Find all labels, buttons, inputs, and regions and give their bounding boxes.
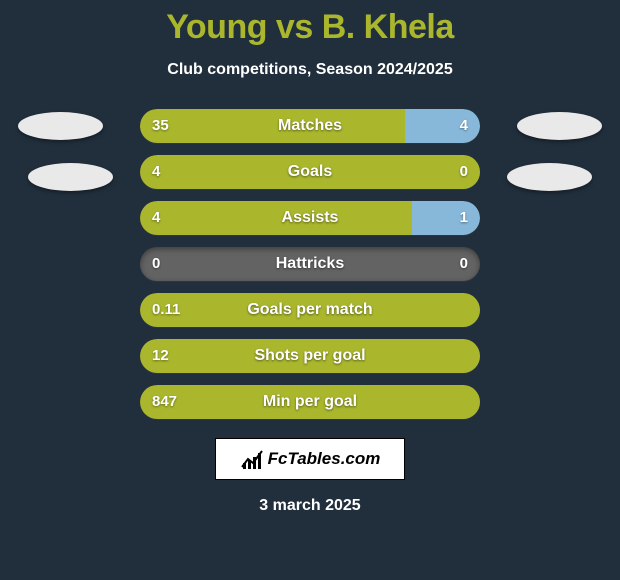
stat-row: 41Assists	[140, 201, 480, 235]
comparison-zone: 354Matches40Goals41Assists00Hattricks0.1…	[0, 109, 620, 429]
brand-badge: FcTables.com	[215, 438, 405, 480]
stat-left-segment	[140, 155, 480, 189]
player-right-avatar	[517, 112, 602, 140]
player-right-club-avatar	[507, 163, 592, 191]
stat-row: 12Shots per goal	[140, 339, 480, 373]
player-left-club-avatar	[28, 163, 113, 191]
player-left-avatar	[18, 112, 103, 140]
stat-right-value: 0	[460, 247, 468, 281]
stat-label: Hattricks	[140, 247, 480, 281]
stat-left-value: 847	[152, 385, 177, 419]
stat-left-segment	[140, 201, 412, 235]
brand-text: FcTables.com	[268, 449, 381, 469]
stat-right-segment	[405, 109, 480, 143]
stat-left-segment	[140, 339, 480, 373]
stat-right-value: 0	[460, 155, 468, 189]
stat-left-value: 0.11	[152, 293, 180, 327]
stat-left-value: 4	[152, 155, 160, 189]
stat-bars: 354Matches40Goals41Assists00Hattricks0.1…	[140, 109, 480, 431]
stat-right-value: 1	[460, 201, 468, 235]
stat-right-segment	[412, 201, 480, 235]
stat-left-value: 35	[152, 109, 169, 143]
stat-left-value: 12	[152, 339, 169, 373]
page-title: Young vs B. Khela	[0, 0, 620, 47]
stat-row: 40Goals	[140, 155, 480, 189]
stat-left-segment	[140, 109, 405, 143]
stat-right-value: 4	[460, 109, 468, 143]
stat-row: 0 0Hattricks	[140, 247, 480, 281]
stat-row: 354Matches	[140, 109, 480, 143]
brand-icon	[240, 447, 264, 471]
footer-date: 3 march 2025	[0, 497, 620, 515]
stat-left-value: 0	[152, 247, 160, 281]
stat-left-segment	[140, 385, 480, 419]
stat-left-segment	[140, 293, 480, 327]
stat-left-value: 4	[152, 201, 160, 235]
subtitle: Club competitions, Season 2024/2025	[0, 61, 620, 79]
stat-row: 0.11Goals per match	[140, 293, 480, 327]
stat-row: 847Min per goal	[140, 385, 480, 419]
